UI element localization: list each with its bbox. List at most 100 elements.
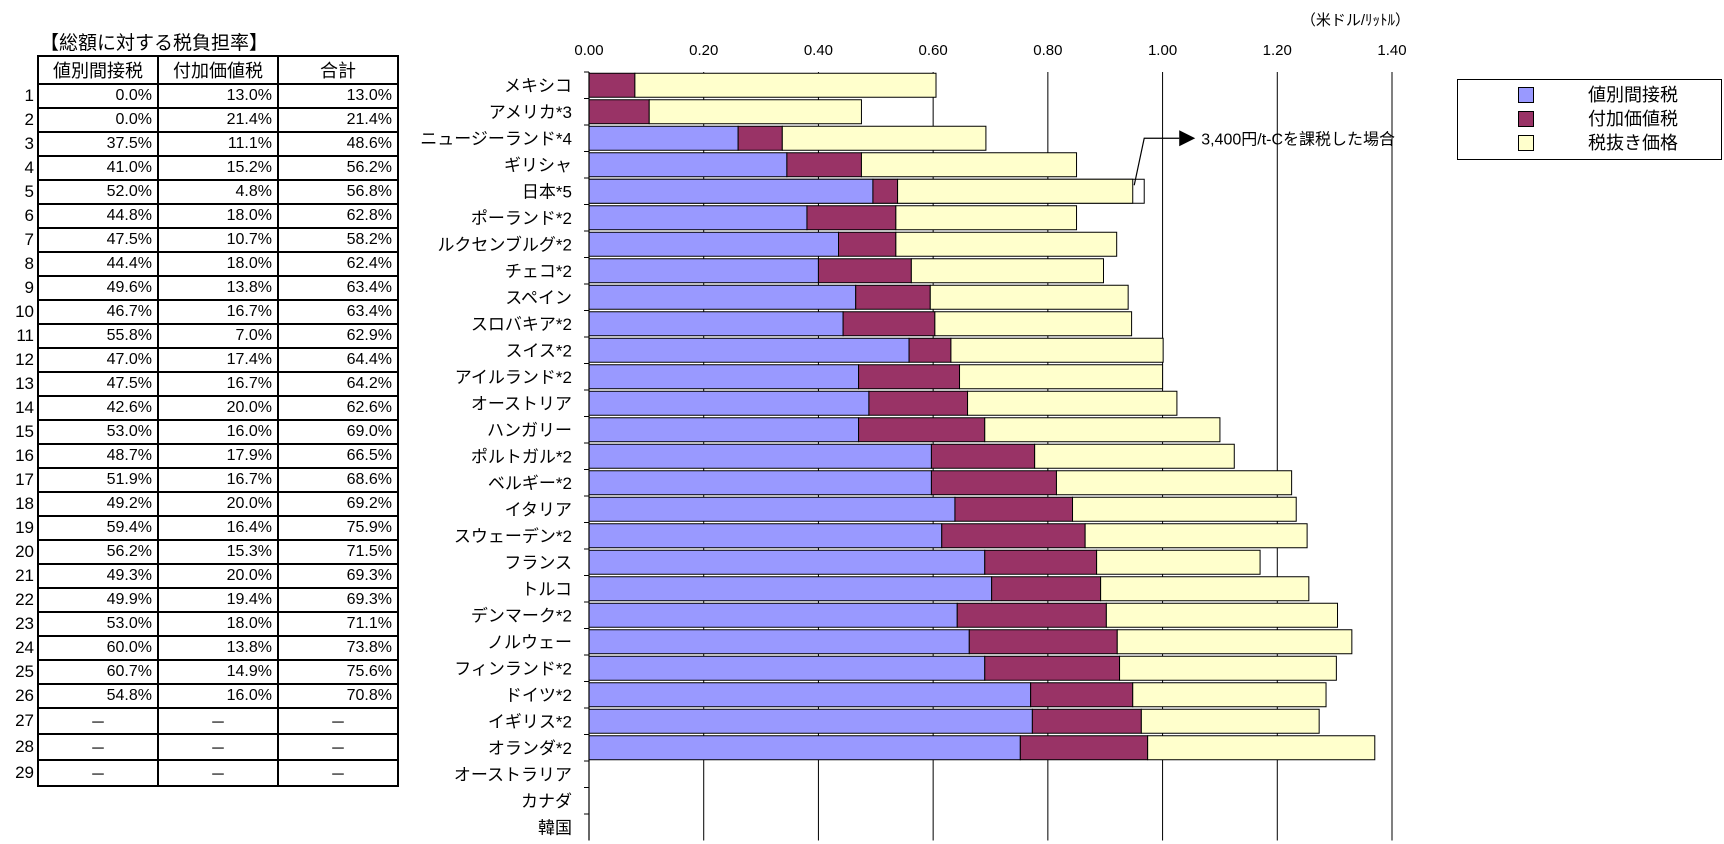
- bar-segment-pretax-price: [897, 178, 1134, 204]
- table-header-row: 値別間接税 付加価値税 合計: [0, 55, 399, 85]
- bar-segment-pretax-price: [959, 364, 1164, 390]
- category-label: カナダ: [521, 792, 572, 811]
- vat-cell: 17.4%: [158, 348, 279, 373]
- legend-item-pretax-price: 税抜き価格: [1458, 132, 1721, 154]
- legend-swatch-indirect-tax: [1518, 87, 1534, 103]
- total-cell: 58.2%: [278, 228, 399, 253]
- table-row: 22 49.9% 19.4% 69.3%: [0, 588, 399, 613]
- category-label: ギリシャ: [504, 156, 572, 175]
- vat-cell: 11.1%: [158, 132, 279, 157]
- row-number: 6: [0, 204, 39, 228]
- bar-segment-pretax-price: [860, 152, 1078, 178]
- legend: 値別間接税 付加価値税 税抜き価格: [1457, 79, 1722, 160]
- bar-segment-pretax-price: [895, 231, 1118, 257]
- vat-cell: 20.0%: [158, 396, 279, 421]
- annotation-leader-line: [1133, 137, 1180, 186]
- annotation-arrow-icon: [1179, 130, 1196, 147]
- bar-segment-vat: [956, 602, 1107, 628]
- bar-segment-indirect-tax: [588, 284, 857, 310]
- total-cell: 62.9%: [278, 324, 399, 349]
- bar-segment-pretax-price: [648, 99, 862, 125]
- category-label: イギリス*2: [488, 712, 572, 731]
- vat-cell: 13.8%: [158, 276, 279, 301]
- category-label: 日本*5: [522, 182, 572, 201]
- vat-cell: 7.0%: [158, 324, 279, 349]
- bar-segment-pretax-price: [895, 205, 1078, 231]
- total-cell: －: [278, 760, 399, 787]
- bar-segment-indirect-tax: [588, 125, 739, 151]
- vat-cell: 16.7%: [158, 300, 279, 325]
- category-label: スロバキア*2: [471, 315, 572, 334]
- table-body: 1 0.0% 13.0% 13.0% 2 0.0% 21.4% 21.4% 3 37.5% 11.1…: [0, 84, 399, 787]
- bar-segment-pretax-price: [910, 258, 1104, 284]
- bar-segment-pretax-price: [934, 311, 1133, 337]
- bar-segment-indirect-tax: [588, 205, 808, 231]
- category-label: チェコ*2: [505, 262, 572, 281]
- vat-cell: 16.0%: [158, 420, 279, 445]
- bar-segment-vat: [868, 390, 969, 416]
- bar-segment-vat: [984, 549, 1098, 575]
- total-cell: 70.8%: [278, 684, 399, 709]
- row-number: 1: [0, 84, 39, 108]
- vat-cell: 16.7%: [158, 468, 279, 493]
- category-label: ポーランド*2: [471, 209, 572, 228]
- x-tick-label: 0.00: [574, 42, 603, 59]
- x-tick-label: 0.20: [689, 42, 718, 59]
- row-number: 13: [0, 372, 39, 396]
- indirect-tax-cell: 47.5%: [38, 372, 159, 397]
- legend-swatch-vat: [1518, 111, 1534, 127]
- bar-segment-indirect-tax: [588, 549, 986, 575]
- vat-cell: 18.0%: [158, 612, 279, 637]
- table-row: 26 54.8% 16.0% 70.8%: [0, 684, 399, 709]
- table-row: 18 49.2% 20.0% 69.2%: [0, 492, 399, 517]
- table-title: 【総額に対する税負担率】: [40, 33, 269, 54]
- table-row: 25 60.7% 14.9% 75.6%: [0, 660, 399, 685]
- bar-segment-indirect-tax: [588, 602, 958, 628]
- bar-segment-pretax-price: [1084, 523, 1308, 549]
- vat-cell: －: [158, 708, 279, 735]
- bar-segment-vat: [941, 523, 1086, 549]
- category-label: スイス*2: [505, 341, 572, 360]
- bar-segment-vat: [872, 178, 899, 204]
- row-number: 8: [0, 252, 39, 276]
- row-number: 25: [0, 660, 39, 684]
- category-label: ポルトガル*2: [471, 447, 572, 466]
- row-number: 10: [0, 300, 39, 324]
- bar-segment-indirect-tax: [588, 337, 910, 363]
- indirect-tax-cell: 49.9%: [38, 588, 159, 613]
- indirect-tax-cell: 0.0%: [38, 108, 159, 133]
- indirect-tax-cell: 54.8%: [38, 684, 159, 709]
- table-row: 11 55.8% 7.0% 62.9%: [0, 324, 399, 349]
- indirect-tax-cell: 41.0%: [38, 156, 159, 181]
- indirect-tax-cell: 49.6%: [38, 276, 159, 301]
- row-number: 11: [0, 324, 39, 348]
- category-label: ノルウェー: [487, 633, 572, 652]
- bar-segment-pretax-price: [1055, 470, 1293, 496]
- total-cell: 69.0%: [278, 420, 399, 445]
- bar-segment-indirect-tax: [588, 470, 932, 496]
- indirect-tax-cell: 37.5%: [38, 132, 159, 157]
- total-cell: 66.5%: [278, 444, 399, 469]
- legend-label-vat: 付加価値税: [1588, 109, 1678, 129]
- bar-segment-pretax-price: [1034, 443, 1235, 469]
- category-label: デンマーク*2: [471, 605, 572, 625]
- legend-item-indirect-tax: 値別間接税: [1458, 84, 1721, 106]
- table-row: 19 59.4% 16.4% 75.9%: [0, 516, 399, 541]
- table-row: 6 44.8% 18.0% 62.8%: [0, 204, 399, 229]
- total-cell: 68.6%: [278, 468, 399, 493]
- total-cell: 71.1%: [278, 612, 399, 637]
- category-label: トルコ: [521, 580, 572, 599]
- indirect-tax-cell: 44.4%: [38, 252, 159, 277]
- total-cell: －: [278, 708, 399, 735]
- total-cell: 69.3%: [278, 588, 399, 613]
- indirect-tax-cell: 52.0%: [38, 180, 159, 205]
- total-cell: 63.4%: [278, 276, 399, 301]
- indirect-tax-cell: 59.4%: [38, 516, 159, 541]
- indirect-tax-cell: 55.8%: [38, 324, 159, 349]
- row-number: 12: [0, 348, 39, 372]
- category-label: イタリア: [505, 500, 572, 519]
- category-label: ドイツ*2: [505, 686, 572, 705]
- annotation-text: 3,400円/t-Cを課税した場合: [1201, 130, 1395, 148]
- bar-segment-vat: [855, 284, 931, 310]
- bar-segment-pretax-price: [1105, 602, 1339, 628]
